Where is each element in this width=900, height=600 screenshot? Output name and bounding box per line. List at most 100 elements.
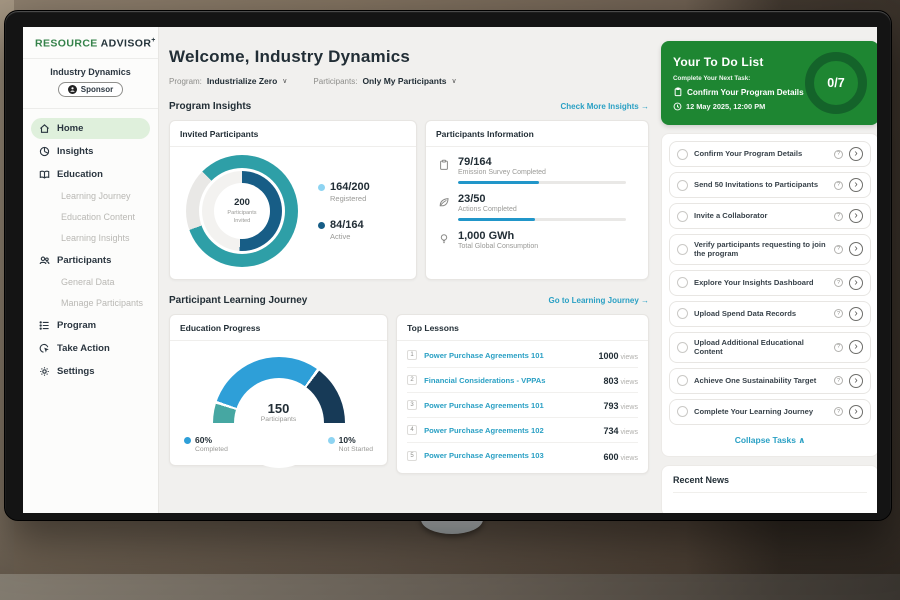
todo-task-row[interactable]: Upload Additional Educational Content ? … [669, 331, 871, 363]
task-label: Send 50 Invitations to Participants [694, 180, 819, 190]
todo-task-row[interactable]: Complete Your Learning Journey ? › [669, 398, 871, 425]
info-icon[interactable]: ? [834, 180, 843, 190]
info-icon[interactable]: ? [834, 149, 843, 159]
info-icon[interactable]: ? [834, 278, 843, 288]
info-icon[interactable]: ? [834, 342, 843, 352]
task-checkbox[interactable] [677, 277, 688, 289]
check-more-insights-link[interactable]: Check More Insights → [561, 102, 649, 111]
task-checkbox[interactable] [677, 308, 688, 320]
todo-task-row[interactable]: Upload Spend Data Records ? › [669, 300, 871, 327]
sidebar-item-insights[interactable]: Insights [31, 141, 150, 162]
task-checkbox[interactable] [677, 341, 688, 353]
todo-task-row[interactable]: Invite a Collaborator ? › [669, 203, 871, 229]
sponsor-icon [67, 84, 77, 94]
learning-journey-header: Participant Learning Journey Go to Learn… [169, 295, 649, 306]
chevron-right-icon[interactable]: › [849, 340, 863, 355]
lesson-link[interactable]: Power Purchase Agreements 101 [424, 400, 544, 410]
card-title: Invited Participants [170, 121, 416, 147]
task-checkbox[interactable] [677, 210, 688, 222]
home-icon [40, 123, 49, 133]
sidebar-item-manage-participants[interactable]: Manage Participants [31, 294, 150, 313]
collapse-tasks-link[interactable]: Collapse Tasks ∧ [669, 430, 871, 452]
donut-center-value: 200 [234, 197, 250, 209]
chevron-right-icon[interactable]: › [849, 373, 863, 388]
top-lessons-list: 1 Power Purchase Agreements 101 1000 view… [397, 341, 648, 468]
todo-task-row[interactable]: Verify participants requesting to join t… [669, 234, 871, 265]
app-logo[interactable]: RESOURCE ADVISOR+ [23, 27, 158, 59]
info-icon[interactable]: ? [834, 407, 843, 417]
lesson-rank: 3 [407, 400, 418, 410]
task-checkbox[interactable] [677, 243, 688, 255]
todo-next-task[interactable]: Confirm Your Program Details [673, 87, 805, 97]
task-label: Explore Your Insights Dashboard [694, 278, 814, 288]
sidebar-item-learning-insights[interactable]: Learning Insights [31, 229, 150, 248]
chevron-right-icon[interactable]: › [849, 178, 863, 192]
dashboard-screen: RESOURCE ADVISOR+ Industry Dynamics Spon… [23, 27, 877, 513]
org-name: Industry Dynamics [50, 66, 131, 77]
todo-title: Your To Do List [673, 55, 764, 69]
actions-progress-bar [458, 218, 626, 221]
sidebar-item-settings[interactable]: Settings [31, 361, 150, 382]
logo-text-primary: RESOURCE [35, 37, 98, 50]
sidebar-item-label: Insights [57, 145, 94, 157]
task-label: Verify participants requesting to join t… [694, 240, 826, 259]
program-insights-header: Program Insights Check More Insights → [169, 101, 649, 112]
donut-center-label: Participants Invited [227, 210, 257, 224]
participants-filter[interactable]: Participants: Only My Participants ∨ [313, 76, 456, 86]
take-action-icon [39, 343, 49, 353]
info-icon[interactable]: ? [834, 309, 843, 319]
todo-task-row[interactable]: Explore Your Insights Dashboard ? › [669, 269, 871, 296]
insights-cards-row: Invited Participants 200 Participants In… [169, 120, 649, 280]
sidebar-item-home[interactable]: Home [31, 117, 150, 139]
info-icon[interactable]: ? [834, 244, 843, 254]
lesson-link[interactable]: Power Purchase Agreements 103 [424, 451, 544, 460]
task-checkbox[interactable] [677, 148, 688, 160]
chevron-right-icon[interactable]: › [849, 147, 863, 161]
logo-text-secondary: ADVISOR [100, 37, 152, 50]
sidebar-item-label: Home [57, 122, 84, 134]
program-filter-label: Program: [169, 76, 202, 86]
task-checkbox[interactable] [677, 375, 688, 387]
sidebar-item-learning-journey[interactable]: Learning Journey [31, 187, 150, 206]
invited-donut-chart: 200 Participants Invited [186, 155, 298, 267]
info-icon[interactable]: ? [834, 376, 843, 386]
book-icon [39, 170, 50, 179]
chevron-right-icon[interactable]: › [849, 242, 863, 257]
recent-news-card: Recent News [661, 464, 877, 513]
sidebar-item-education[interactable]: Education [31, 164, 150, 185]
info-icon[interactable]: ? [834, 211, 843, 221]
education-gauge-chart: 150 Participants [212, 357, 345, 489]
task-checkbox[interactable] [677, 179, 688, 191]
lesson-rank: 5 [407, 450, 418, 461]
stat-actions: 23/50 Actions Completed [438, 193, 636, 221]
sidebar-item-general-data[interactable]: General Data [31, 273, 150, 292]
chevron-right-icon[interactable]: › [849, 404, 863, 419]
chevron-down-icon: ∨ [451, 78, 457, 85]
task-label: Complete Your Learning Journey [694, 407, 814, 417]
todo-task-row[interactable]: Send 50 Invitations to Participants ? › [669, 172, 871, 198]
todo-task-row[interactable]: Confirm Your Program Details ? › [669, 141, 871, 167]
lesson-views-suffix: views [620, 354, 638, 361]
arrow-right-icon: → [641, 296, 649, 305]
sidebar-item-participants[interactable]: Participants [31, 250, 150, 271]
sponsor-label: Sponsor [80, 84, 114, 94]
sidebar-item-program[interactable]: Program [31, 315, 150, 336]
lesson-link[interactable]: Power Purchase Agreements 102 [424, 425, 544, 435]
go-to-learning-journey-link[interactable]: Go to Learning Journey → [549, 296, 649, 305]
todo-task-row[interactable]: Achieve One Sustainability Target ? › [669, 367, 871, 394]
sidebar-item-education-content[interactable]: Education Content [31, 208, 150, 227]
task-checkbox[interactable] [677, 406, 688, 418]
lesson-rank: 1 [407, 350, 418, 360]
gauge-hole [233, 378, 324, 468]
chevron-right-icon[interactable]: › [849, 209, 863, 223]
program-filter[interactable]: Program: Industrialize Zero ∨ [169, 76, 287, 86]
lesson-row: 2 Financial Considerations - VPPAs 803 vi… [407, 368, 638, 393]
sponsor-badge[interactable]: Sponsor [57, 81, 124, 97]
lesson-link[interactable]: Financial Considerations - VPPAs [424, 375, 546, 385]
stat-label: Actions Completed [458, 206, 517, 213]
chevron-right-icon[interactable]: › [849, 275, 863, 290]
chevron-right-icon[interactable]: › [849, 306, 863, 321]
lesson-link[interactable]: Power Purchase Agreements 101 [424, 350, 544, 360]
stat-consumption: 1,000 GWh Total Global Consumption [438, 230, 636, 250]
sidebar-item-take-action[interactable]: Take Action [31, 338, 150, 359]
